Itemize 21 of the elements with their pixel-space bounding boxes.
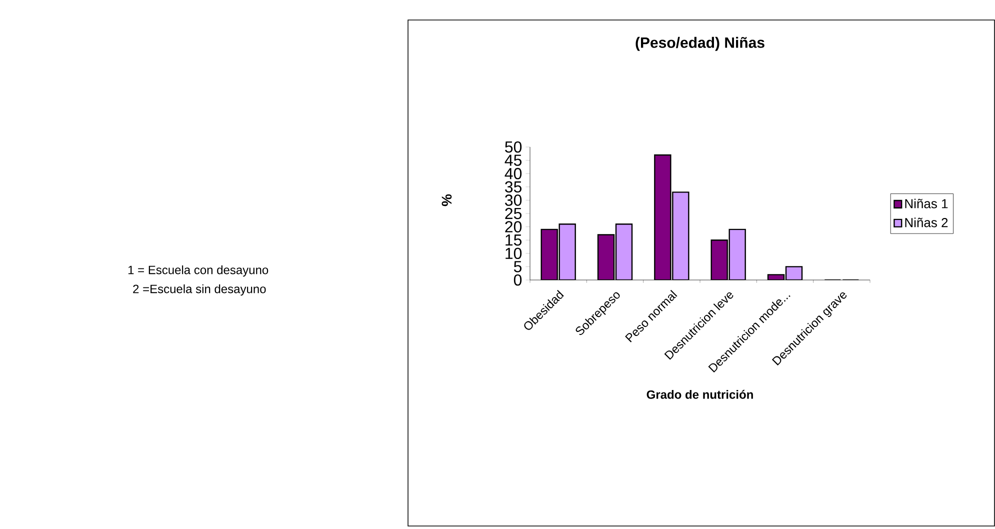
x-axis-title: Grado de nutrición: [646, 390, 753, 399]
legend-label: Niñas 2: [905, 218, 948, 228]
y-axis-title: %: [442, 194, 452, 206]
y-tick-label: 40: [504, 168, 522, 180]
y-tick-label: 0: [514, 274, 522, 286]
y-tick-label: 15: [506, 234, 522, 246]
y-tick-label: 25: [505, 208, 522, 220]
bar: [597, 234, 615, 280]
y-tick-label: 30: [505, 194, 522, 206]
legend-label: Niñas 1: [905, 198, 948, 208]
y-tick-label: 50: [505, 141, 522, 153]
y-tick-label: 20: [505, 221, 522, 232]
y-tick-label: 35: [505, 181, 522, 193]
chart-title: (Peso/edad) Niñas: [636, 36, 764, 51]
y-tick-label: 45: [504, 154, 522, 166]
bar: [654, 154, 672, 280]
y-tick-label: 5: [514, 261, 522, 272]
bar: [615, 224, 633, 280]
y-tick-label: 10: [506, 248, 522, 260]
text: 1 = Escuela con desayuno: [128, 265, 268, 277]
text: 2 =Escuela sin desayuno: [133, 284, 266, 296]
